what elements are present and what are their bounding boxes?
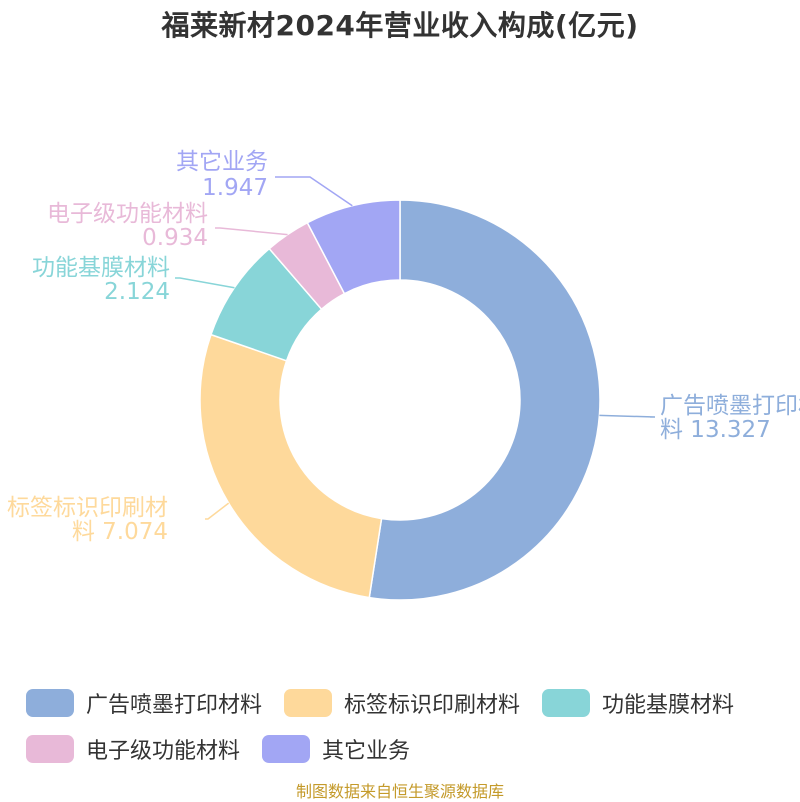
chart-title: 福莱新材2024年营业收入构成(亿元) [161,9,639,42]
legend-swatch [26,735,74,763]
data-label-4-line-2: 0.934 [142,225,208,251]
slice-2 [199,333,383,599]
legend-item-2[interactable]: 标签标识印刷材料 [284,686,520,720]
data-source: 制图数据来自恒生聚源数据库 [295,782,504,801]
leader-line-2 [205,502,230,520]
data-label-5-line-2: 1.947 [202,175,268,201]
legend-label: 标签标识印刷材料 [344,693,521,718]
slice-1 [368,199,601,601]
legend-item-5[interactable]: 其它业务 [262,732,410,766]
data-label-1-line-1: 广告喷墨打印材 [660,393,800,419]
leader-line-1 [599,414,656,418]
legend-label: 功能基膜材料 [602,693,735,718]
data-label-3-line-2: 2.124 [104,279,170,305]
slice-5 [306,199,401,295]
legend-swatch [26,689,74,717]
data-label-2-line-1: 标签标识印刷材 [7,495,168,521]
legend-label: 其它业务 [322,739,411,764]
legend-label: 广告喷墨打印材料 [86,693,263,718]
legend-swatch [262,735,311,763]
legend-item-3[interactable]: 功能基膜材料 [542,686,734,720]
data-label-1-line-2: 料 13.327 [660,417,771,443]
legend-item-4[interactable]: 电子级功能材料 [26,732,240,766]
legend-label: 电子级功能材料 [86,739,241,764]
legend-swatch [284,689,333,717]
leader-line-4 [215,227,288,236]
leader-line-5 [275,176,353,207]
data-label-3-line-1: 功能基膜材料 [32,255,170,281]
data-label-4-line-1: 电子级功能材料 [47,201,208,227]
legend-swatch [542,689,591,717]
legend: 广告喷墨打印材料 标签标识印刷材料 功能基膜材料电子级功能材料 其它业务 [26,686,800,766]
legend-item-1[interactable]: 广告喷墨打印材料 [26,686,262,720]
data-label-2-line-2: 料 7.074 [72,519,168,545]
leader-line-3 [175,277,235,289]
data-label-5-line-1: 其它业务 [176,149,268,175]
